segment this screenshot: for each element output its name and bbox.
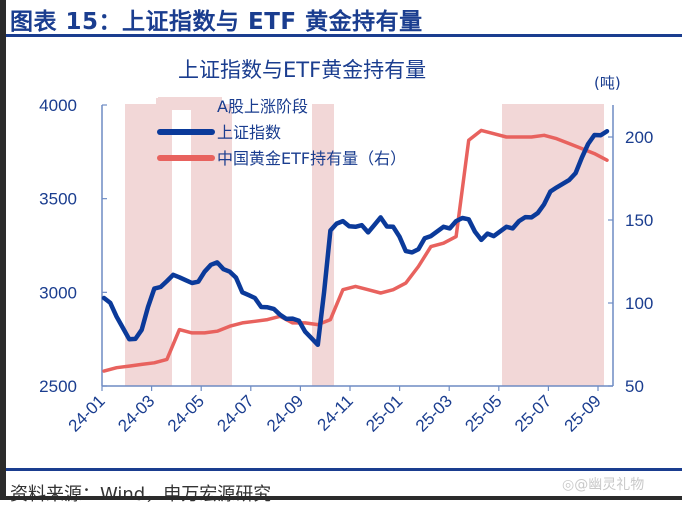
right-y-tick-label: 150 — [625, 211, 653, 230]
left-y-tick-label: 4000 — [39, 96, 77, 115]
right-y-tick-label: 200 — [625, 128, 653, 147]
legend-label-rally: A股上涨阶段 — [217, 97, 308, 116]
rally-period-2 — [191, 104, 232, 386]
right-y-tick-label: 50 — [625, 377, 644, 396]
x-tick-label: 24-01 — [65, 391, 109, 435]
x-tick-label: 24-03 — [114, 391, 158, 435]
legend-label-gold-etf: 中国黄金ETF持有量（右） — [217, 149, 406, 168]
x-tick-label: 24-07 — [213, 391, 257, 435]
x-tick-label: 24-11 — [314, 391, 357, 434]
x-tick-label: 24-09 — [263, 391, 307, 435]
window-left-edge — [0, 0, 6, 500]
x-tick-label: 25-01 — [362, 391, 406, 435]
rally-period-shading — [125, 97, 604, 386]
rally-period-3 — [312, 104, 334, 386]
chart-title: 上证指数与ETF黄金持有量 — [178, 58, 427, 82]
x-tick-label: 25-03 — [412, 391, 456, 435]
chart-series — [101, 128, 610, 373]
title-divider — [6, 34, 682, 37]
legend-label-sse: 上证指数 — [217, 123, 281, 142]
rally-period-1 — [125, 104, 172, 386]
right-y-tick-label: 100 — [625, 294, 653, 313]
legend-swatch-rally — [156, 98, 212, 110]
x-tick-label: 24-05 — [164, 391, 208, 435]
source-note: 资料来源：Wind，申万宏源研究 — [10, 484, 272, 505]
left-y-tick-label: 3000 — [39, 283, 77, 302]
x-tick-label: 25-05 — [461, 391, 505, 435]
left-y-tick-label: 3500 — [39, 190, 77, 209]
sse-index-line — [101, 128, 610, 348]
watermark: ◎@幽灵礼物 — [562, 477, 645, 493]
window-bottom-edge — [0, 496, 682, 500]
footer-divider — [6, 468, 682, 471]
left-y-tick-label: 2500 — [39, 377, 77, 396]
figure-title: 图表 15：上证指数与 ETF 黄金持有量 — [10, 9, 423, 35]
right-axis-unit: (吨) — [594, 74, 621, 92]
x-tick-label: 25-07 — [511, 391, 555, 435]
x-tick-label: 25-09 — [561, 391, 605, 435]
gold-etf-holdings-line — [102, 128, 609, 373]
chart-legend: A股上涨阶段 上证指数 中国黄金ETF持有量（右） — [156, 97, 406, 168]
